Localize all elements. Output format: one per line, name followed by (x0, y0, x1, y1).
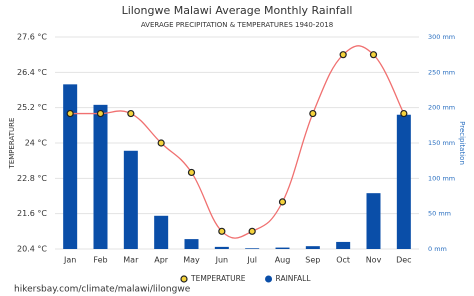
line-marker (187, 168, 196, 177)
bar (123, 150, 138, 249)
y-axis-title: TEMPERATURE (8, 118, 16, 170)
y2-tick-label: 150 mm (428, 139, 455, 147)
legend-label: RAINFALL (276, 274, 312, 283)
y2-tick-label: 250 mm (428, 68, 455, 76)
y-tick-label: 21.6 °C (17, 209, 47, 218)
bar (366, 193, 381, 249)
line-marker (96, 109, 105, 118)
bar (154, 215, 169, 249)
line-marker (369, 51, 378, 59)
y2-tick-label: 200 mm (428, 104, 455, 112)
x-tick-label: Nov (366, 256, 382, 265)
x-tick-label: Sep (305, 256, 320, 265)
line-marker (66, 109, 74, 118)
x-tick-label: Apr (154, 256, 169, 265)
y-tick-label: 25.2 °C (17, 103, 47, 112)
legend-marker (265, 275, 273, 283)
x-tick-label: Aug (275, 256, 291, 265)
x-tick-label: May (183, 256, 200, 265)
line-marker (339, 51, 347, 59)
line-marker (400, 109, 408, 118)
x-tick-label: Dec (396, 256, 411, 265)
legend-label: TEMPERATURE (190, 274, 246, 283)
y2-axis-title: Precipitation (458, 121, 466, 165)
x-tick-label: Jul (246, 256, 257, 265)
legend-marker (180, 275, 188, 283)
y2-tick-label: 0 mm (428, 245, 447, 253)
bar (336, 241, 351, 249)
bar (63, 84, 78, 249)
y-tick-label: 26.4 °C (17, 68, 47, 77)
x-tick-label: Jun (215, 256, 229, 265)
y2-tick-label: 100 mm (428, 174, 455, 182)
bar (184, 239, 199, 249)
bar (93, 104, 108, 249)
x-tick-label: Jan (63, 256, 76, 265)
line-marker (157, 139, 165, 147)
x-tick-label: Oct (336, 256, 350, 265)
line-marker (278, 198, 287, 206)
line-marker (127, 109, 135, 118)
y2-tick-label: 300 mm (428, 33, 455, 41)
y-tick-label: 27.6 °C (17, 33, 47, 42)
bar (305, 246, 320, 249)
y2-tick-label: 50 mm (428, 210, 451, 218)
y-tick-label: 22.8 °C (17, 174, 47, 183)
source-link[interactable]: hikersbay.com/climate/malawi/lilongwe (14, 285, 191, 295)
bar (214, 246, 229, 249)
x-tick-label: Feb (93, 256, 107, 265)
chart-subtitle: AVERAGE PRECIPITATION & TEMPERATURES 194… (141, 21, 333, 29)
x-tick-label: Mar (123, 256, 139, 265)
chart-title: Lilongwe Malawi Average Monthly Rainfall (122, 4, 353, 17)
y-tick-label: 20.4 °C (17, 245, 47, 254)
bar (396, 114, 411, 249)
line-marker (248, 227, 256, 235)
line (70, 45, 405, 239)
bar (245, 248, 260, 249)
bar (275, 247, 290, 249)
y-tick-label: 24 °C (25, 139, 48, 148)
line-marker (309, 109, 317, 118)
line-marker (218, 227, 226, 235)
